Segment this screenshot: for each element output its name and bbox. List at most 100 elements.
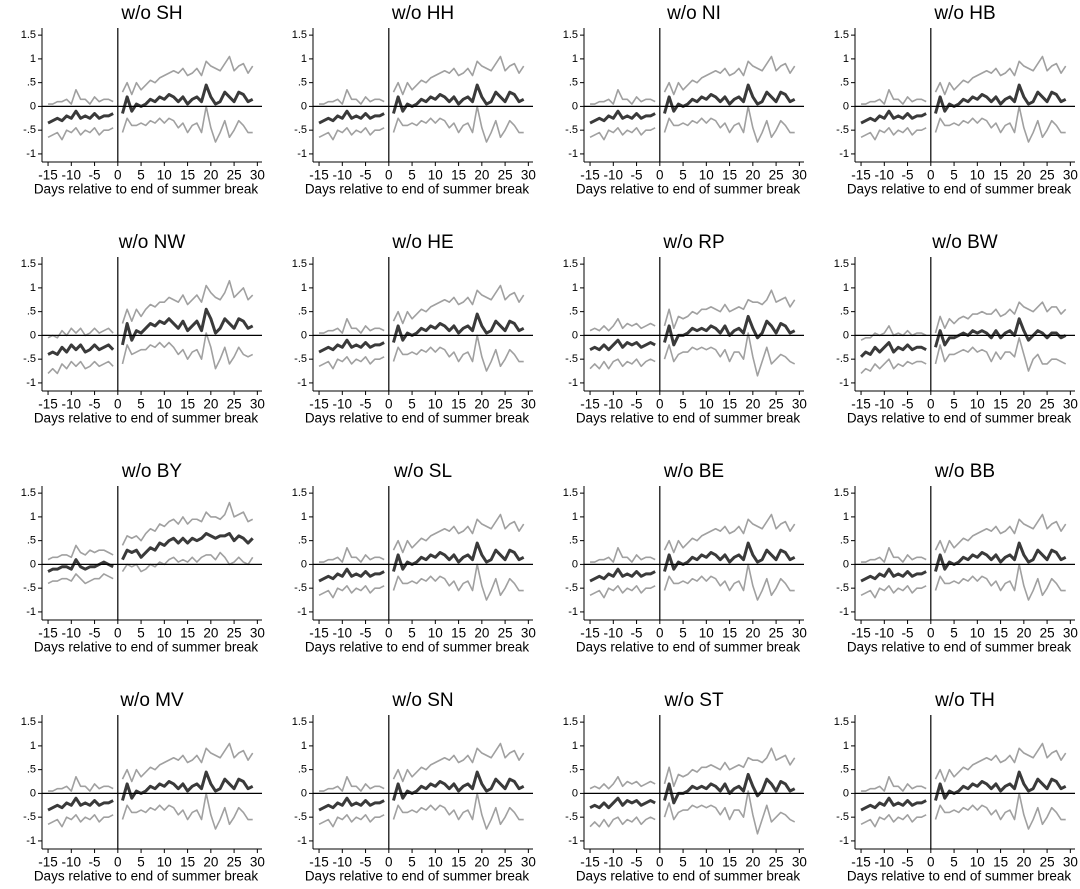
x-tick-label: 15 bbox=[180, 168, 195, 183]
y-tick-label: -1 bbox=[839, 835, 849, 847]
x-tick-label: 10 bbox=[428, 855, 443, 870]
x-tick-label: 25 bbox=[227, 168, 242, 183]
x-tick-label: 15 bbox=[451, 626, 466, 641]
panel: w/o HH-1-.50.511.5-15 -10 -5 0 5 10 15 20 25 30Da… bbox=[292, 3, 536, 197]
x-tick-label: 25 bbox=[769, 397, 784, 412]
x-tick-label: 10 bbox=[699, 168, 714, 183]
x-tick-label: 0 bbox=[114, 626, 122, 641]
x-tick-label: 0 bbox=[114, 397, 122, 412]
y-tick-label: -.5 bbox=[836, 353, 849, 365]
y-tick-label: 0 bbox=[572, 558, 578, 570]
x-axis-label: Days relative to end of summer break bbox=[305, 182, 530, 197]
x-tick-label: 25 bbox=[227, 855, 242, 870]
y-tick-label: 1.5 bbox=[563, 487, 578, 499]
x-tick-label: 5 bbox=[137, 168, 145, 183]
series-line bbox=[318, 334, 524, 372]
x-axis-label: Days relative to end of summer break bbox=[576, 411, 801, 426]
x-tick-label: 10 bbox=[428, 626, 443, 641]
y-tick-label: -.5 bbox=[294, 811, 307, 823]
x-tick-label: 0 bbox=[927, 626, 935, 641]
y-tick-label: -.5 bbox=[565, 582, 578, 594]
x-tick-label: 25 bbox=[227, 626, 242, 641]
panel: w/o TH-1-.50.511.5-15 -10 -5 0 5 10 15 20 25 30Da… bbox=[834, 690, 1078, 884]
y-tick-label: -1 bbox=[26, 148, 36, 160]
chart-title: w/o BB bbox=[934, 461, 995, 482]
panel: w/o SL-1-.50.511.5-15 -10 -5 0 5 10 15 20 25 30Da… bbox=[292, 461, 536, 655]
x-tick-label: 25 bbox=[1040, 397, 1055, 412]
series-line bbox=[861, 55, 1067, 105]
x-tick-label: 5 bbox=[137, 855, 145, 870]
x-tick-label: -15 bbox=[38, 626, 58, 641]
series-line bbox=[861, 513, 1067, 563]
series-line bbox=[318, 105, 524, 143]
y-tick-label: -.5 bbox=[23, 582, 36, 594]
chart-title: w/o HB bbox=[933, 3, 995, 24]
x-tick-label: 25 bbox=[769, 855, 784, 870]
x-tick-label: 5 bbox=[950, 855, 958, 870]
series-line bbox=[860, 105, 1066, 143]
x-tick-label: 0 bbox=[385, 855, 393, 870]
y-tick-label: .5 bbox=[840, 306, 849, 318]
x-axis-label: Days relative to end of summer break bbox=[576, 182, 801, 197]
y-tick-label: 1 bbox=[843, 740, 849, 752]
x-tick-label: 30 bbox=[1063, 397, 1078, 412]
x-tick-label: -15 bbox=[851, 397, 871, 412]
x-tick-label: 10 bbox=[970, 855, 985, 870]
x-axis-label: Days relative to end of summer break bbox=[576, 869, 801, 884]
y-tick-label: 1 bbox=[843, 53, 849, 65]
panel: w/o NW-1-.50.511.5-15 -10 -5 0 5 10 15 20 25 30Da… bbox=[21, 232, 265, 426]
x-tick-label: 15 bbox=[993, 855, 1008, 870]
x-tick-label: 20 bbox=[203, 626, 218, 641]
x-tick-label: 10 bbox=[157, 168, 172, 183]
y-tick-label: 0 bbox=[301, 558, 307, 570]
panel: w/o MV-1-.50.511.5-15 -10 -5 0 5 10 15 20 25 30Da… bbox=[21, 690, 265, 884]
x-axis-label: Days relative to end of summer break bbox=[34, 411, 259, 426]
series-line bbox=[47, 501, 254, 561]
y-tick-label: .5 bbox=[298, 764, 307, 776]
y-tick-label: 0 bbox=[572, 100, 578, 112]
x-tick-label: 25 bbox=[498, 855, 513, 870]
y-tick-label: 1 bbox=[301, 511, 307, 523]
x-tick-label: 20 bbox=[745, 626, 760, 641]
series-line bbox=[318, 792, 524, 830]
y-tick-label: 0 bbox=[30, 558, 36, 570]
x-axis-label: Days relative to end of summer break bbox=[847, 411, 1072, 426]
x-tick-label: 20 bbox=[1016, 397, 1031, 412]
panel: w/o BB-1-.50.511.5-15 -10 -5 0 5 10 15 20 25 30Da… bbox=[834, 461, 1078, 655]
x-tick-label: -15 bbox=[309, 855, 329, 870]
x-tick-label: 0 bbox=[656, 168, 664, 183]
x-tick-label: -10 bbox=[62, 168, 82, 183]
x-tick-label: 25 bbox=[498, 626, 513, 641]
panel: w/o HB-1-.50.511.5-15 -10 -5 0 5 10 15 20 25 30Da… bbox=[834, 3, 1078, 197]
y-tick-label: 0 bbox=[572, 787, 578, 799]
x-tick-label: -10 bbox=[62, 397, 82, 412]
x-tick-label: 5 bbox=[679, 626, 687, 641]
x-tick-label: -10 bbox=[62, 626, 82, 641]
x-tick-label: -10 bbox=[604, 168, 624, 183]
series-line bbox=[860, 83, 1067, 125]
y-tick-label: 0 bbox=[843, 100, 849, 112]
x-tick-label: 30 bbox=[250, 626, 265, 641]
x-axis-label: Days relative to end of summer break bbox=[34, 182, 259, 197]
series-line bbox=[319, 742, 525, 792]
y-tick-label: 1 bbox=[843, 511, 849, 523]
chart-title: w/o ST bbox=[663, 690, 724, 711]
x-tick-label: 15 bbox=[180, 626, 195, 641]
series-line bbox=[860, 336, 1067, 374]
series-line bbox=[48, 55, 254, 105]
x-tick-label: 30 bbox=[521, 626, 536, 641]
y-tick-label: -1 bbox=[297, 377, 307, 389]
x-tick-label: 25 bbox=[1040, 626, 1055, 641]
y-tick-label: .5 bbox=[27, 306, 36, 318]
chart-title: w/o SH bbox=[120, 3, 182, 24]
y-tick-label: 1.5 bbox=[563, 29, 578, 41]
x-axis-label: Days relative to end of summer break bbox=[847, 640, 1072, 655]
x-tick-label: 15 bbox=[451, 855, 466, 870]
x-tick-label: 30 bbox=[250, 397, 265, 412]
x-tick-label: -10 bbox=[604, 397, 624, 412]
series-line bbox=[860, 541, 1067, 583]
y-tick-label: -1 bbox=[568, 835, 578, 847]
y-tick-label: 1.5 bbox=[834, 29, 849, 41]
y-tick-label: -.5 bbox=[23, 124, 36, 136]
x-tick-label: 25 bbox=[227, 397, 242, 412]
